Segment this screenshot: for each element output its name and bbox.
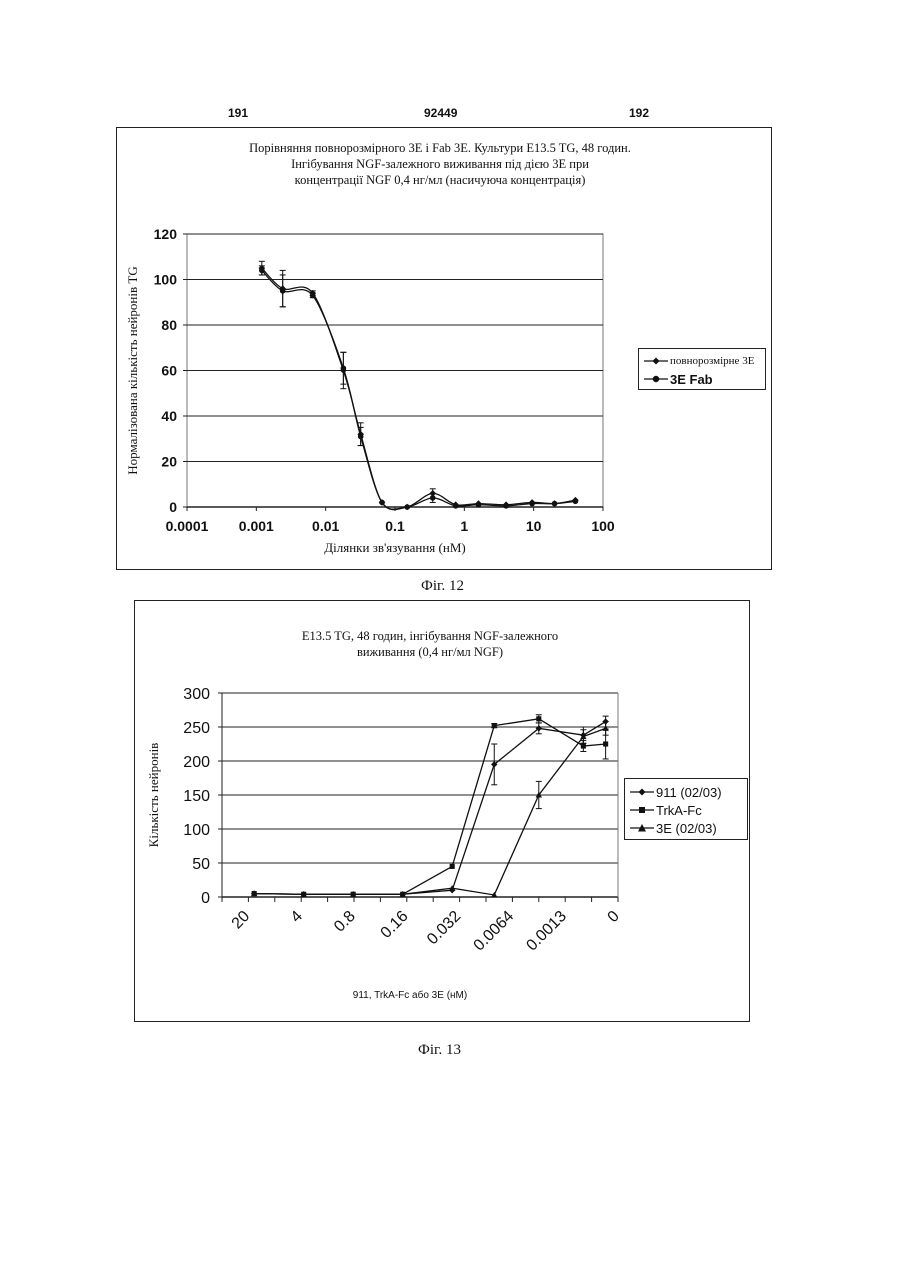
figure-13-caption: Фіг. 13: [418, 1042, 461, 1059]
diamond-marker-icon: [628, 786, 656, 798]
legend-item-full-3e: повнорозмірне 3E: [642, 352, 765, 370]
legend-item-911: 911 (02/03): [628, 783, 747, 801]
figure-13-legend: 911 (02/03) TrkA-Fc 3E (02/03): [624, 778, 748, 840]
legend-item-3e: 3E (02/03): [628, 819, 747, 837]
figure-12-legend: повнорозмірне 3E 3E Fab: [638, 348, 766, 390]
patent-number: 92449: [424, 106, 457, 120]
legend-item-3e-fab: 3E Fab: [642, 370, 765, 388]
legend-label: повнорозмірне 3E: [670, 355, 754, 367]
figure-13-title-line: виживання (0,4 нг/мл NGF): [250, 644, 610, 660]
page-number-right: 192: [629, 106, 649, 120]
square-marker-icon: [628, 804, 656, 816]
legend-label: 3E (02/03): [656, 821, 717, 836]
legend-item-trka-fc: TrkA-Fc: [628, 801, 747, 819]
figure-13-title: E13.5 TG, 48 годин, інгібування NGF-зале…: [250, 628, 610, 660]
figure-12-title: Порівняння повнорозмірного 3E і Fab 3E. …: [160, 140, 720, 188]
figure-12-title-line: Інгібування NGF-залежного виживання під …: [160, 156, 720, 172]
page-number-left: 191: [228, 106, 248, 120]
circle-marker-icon: [642, 373, 670, 385]
legend-label: TrkA-Fc: [656, 803, 702, 818]
figure-13-title-line: E13.5 TG, 48 годин, інгібування NGF-зале…: [250, 628, 610, 644]
legend-label: 3E Fab: [670, 372, 713, 387]
figure-12-title-line: Порівняння повнорозмірного 3E і Fab 3E. …: [160, 140, 720, 156]
figure-12-title-line: концентрації NGF 0,4 нг/мл (насичуюча ко…: [160, 172, 720, 188]
diamond-marker-icon: [642, 355, 670, 367]
triangle-marker-icon: [628, 822, 656, 834]
figure-12-caption: Фіг. 12: [421, 578, 464, 595]
legend-label: 911 (02/03): [656, 785, 722, 800]
